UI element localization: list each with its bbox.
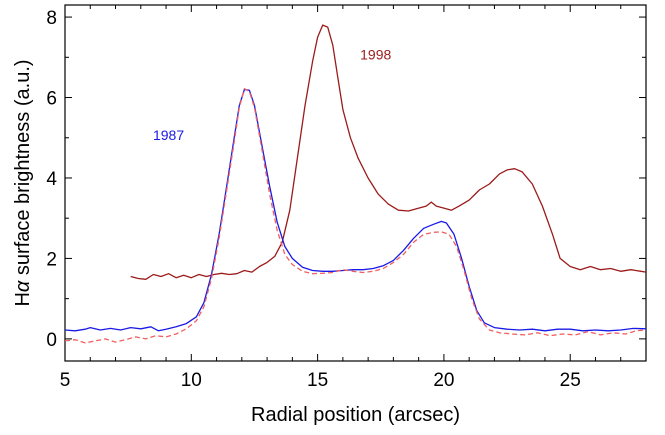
- plot-frame: [64, 4, 647, 362]
- y-axis-title-suffix: surface brightness (a.u.): [12, 59, 34, 280]
- y-axis-title-prefix: H: [12, 292, 34, 306]
- y-tick-label-6: 6: [46, 89, 57, 110]
- series-annotations: 1998 1987: [153, 46, 391, 142]
- x-tick-label-20: 20: [433, 370, 454, 391]
- x-tick-label-15: 15: [307, 370, 328, 391]
- x-tick-label-25: 25: [560, 370, 581, 391]
- series-lines: [64, 24, 647, 344]
- y-tick-label-8: 8: [46, 8, 57, 29]
- axis-ticks: 5 10 15 20 25 0 2 4 6 8: [46, 5, 647, 391]
- series-line-1998: [130, 24, 647, 280]
- y-tick-label-4: 4: [46, 169, 57, 190]
- x-tick-label-10: 10: [181, 370, 202, 391]
- y-axis-title-greek: α: [12, 280, 34, 292]
- y-axis-title: Hα surface brightness (a.u.): [12, 59, 34, 306]
- series-line-series-3: [64, 88, 647, 344]
- series-line-1987: [64, 88, 647, 332]
- x-axis-title: Radial position (arcsec): [251, 404, 460, 426]
- y-tick-label-2: 2: [46, 249, 57, 270]
- y-tick-label-0: 0: [46, 330, 57, 351]
- annotation-1987: 1987: [153, 127, 184, 143]
- x-tick-label-5: 5: [60, 370, 71, 391]
- annotation-1998: 1998: [360, 46, 391, 62]
